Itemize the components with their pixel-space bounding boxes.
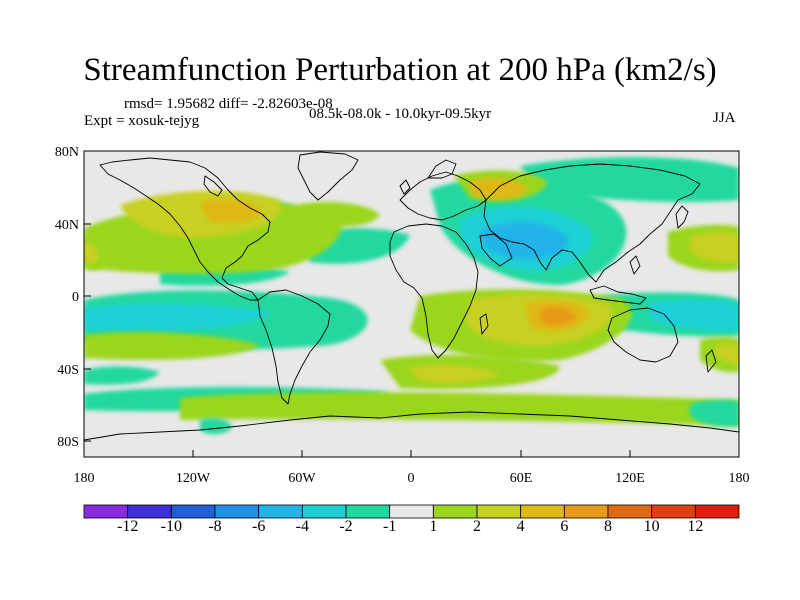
colorbar-label: -12	[117, 518, 138, 535]
colorbar-swatch	[214, 504, 260, 519]
lon-tick-label: 120W	[176, 471, 211, 486]
lon-tick-label: 120E	[615, 471, 645, 486]
contour-fill-neg1	[84, 366, 160, 385]
colorbar-label: 10	[644, 518, 660, 535]
colorbar-swatch	[301, 504, 347, 519]
contour-fill-neg1	[200, 418, 232, 435]
coast-new-zealand	[705, 349, 717, 373]
contour-fill-pos2	[84, 243, 99, 264]
coast-south-america	[257, 289, 331, 405]
colorbar-label: 12	[687, 518, 703, 535]
contour-fill-pos1	[84, 331, 260, 360]
coast-arabia	[479, 233, 513, 267]
colorbar-label: -1	[383, 518, 396, 535]
contour-fill-pos4	[540, 307, 576, 326]
contour-fill-neg2	[84, 303, 270, 332]
lon-tick-label: 60W	[288, 471, 316, 486]
colorbar-label: 4	[517, 518, 525, 535]
contour-fill-pos2	[690, 232, 739, 263]
coast-scandinavia	[427, 159, 457, 179]
colorbar-label: -2	[339, 518, 352, 535]
colorbar-swatch	[651, 504, 696, 519]
contour-fill-neg3	[479, 221, 569, 260]
coast-indonesia	[589, 285, 647, 305]
latitude-axis: 80N 40N 0 40S 80S	[55, 145, 91, 450]
coast-hudson-bay	[203, 175, 223, 197]
coast-britain	[399, 179, 411, 195]
period-label: 08.5k-08.0k - 10.0kyr-09.5kyr	[309, 106, 492, 122]
lon-tick-label: 0	[408, 471, 415, 486]
colorbar-label: 1	[429, 518, 437, 535]
lat-tick-label: 0	[72, 290, 79, 305]
colorbar-swatch	[694, 504, 740, 519]
contour-fill-pos1	[300, 201, 380, 227]
colorbar-label: -8	[208, 518, 221, 535]
season-label: JJA	[713, 110, 736, 126]
coast-greenland	[297, 151, 359, 201]
coast-australia	[607, 307, 679, 363]
colorbar-swatch	[258, 504, 303, 519]
lat-tick-label: 80N	[55, 145, 79, 160]
coast-madagascar	[479, 313, 489, 335]
lat-tick-label: 80S	[57, 435, 79, 450]
stats-label: rmsd= 1.95682 diff= -2.82603e-08	[124, 96, 333, 112]
colorbar-label: -6	[252, 518, 265, 535]
contour-fill-pos2	[410, 365, 500, 384]
streamfunction-field	[84, 151, 739, 457]
colorbar-swatch	[83, 504, 129, 519]
coast-antarctica	[84, 411, 739, 441]
colorbar-label: -10	[161, 518, 182, 535]
colorbar-label: 2	[473, 518, 481, 535]
colorbar-swatch	[389, 504, 434, 519]
coast-japan	[675, 205, 689, 229]
contour-fill-pos1	[180, 392, 739, 426]
figure-title: Streamfunction Perturbation at 200 hPa (…	[83, 52, 717, 88]
lon-tick-label: 180	[74, 471, 95, 486]
contour-fill-pos2	[715, 343, 739, 364]
colorbar-swatch	[563, 504, 609, 519]
coast-africa	[389, 223, 479, 359]
colorbar-swatch	[607, 504, 653, 519]
coastlines	[84, 151, 739, 441]
experiment-label: Expt = xosuk-tejyg	[84, 113, 200, 129]
colorbar-swatch	[476, 504, 522, 519]
lat-tick-label: 40N	[55, 218, 79, 233]
colorbar-label: -4	[296, 518, 309, 535]
colorbar-swatch	[127, 504, 172, 519]
colorbar-swatch	[170, 504, 216, 519]
coast-philippines	[629, 255, 641, 275]
colorbar-swatch	[345, 504, 391, 519]
lat-tick-label: 40S	[57, 363, 79, 378]
lon-tick-label: 60E	[510, 471, 533, 486]
contour-fill-neg1	[690, 400, 739, 427]
lon-tick-label: 180	[729, 471, 750, 486]
colorbar-label: 8	[604, 518, 612, 535]
colorbar-label: 6	[560, 518, 568, 535]
colorbar-swatch	[432, 504, 478, 519]
coast-north-america	[99, 157, 271, 301]
contour-fill-neg2	[650, 299, 739, 331]
colorbar-swatch	[520, 504, 565, 519]
coast-asia	[483, 163, 701, 283]
colorbar: -12 -10 -8 -6 -4 -2 -1 1 2 4 6 8 10 12	[83, 504, 740, 535]
contour-fills	[84, 157, 739, 435]
longitude-axis: 180 120W 60W 0 60E 120E 180	[74, 450, 750, 486]
